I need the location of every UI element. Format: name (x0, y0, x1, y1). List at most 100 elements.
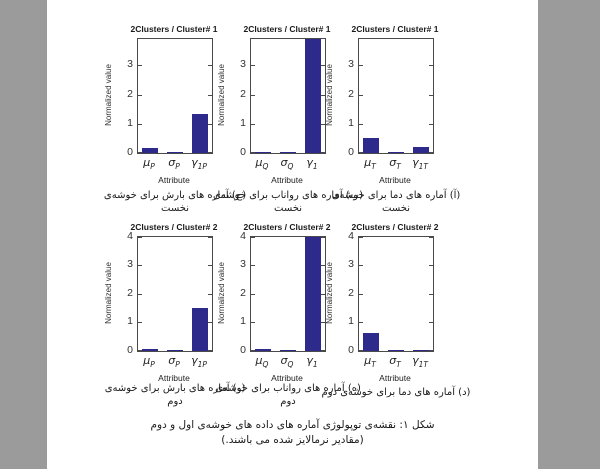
y-axis-label: Normalized value (217, 262, 226, 324)
axis-tick-mark (359, 65, 363, 66)
axis-tick-mark (359, 237, 363, 238)
x-axis-label: Attribute (158, 175, 190, 185)
bar-chart-cluster2-runoff: 2Clusters / Cluster# 2 Normalized value … (214, 222, 334, 386)
bar-μQ (255, 349, 271, 351)
axis-tick-mark (138, 294, 142, 295)
x-axis-label: Attribute (271, 373, 303, 383)
axis-tick-mark (321, 322, 325, 323)
axis-tick-mark (208, 124, 212, 125)
axis-tick-mark (321, 65, 325, 66)
x-tick-labels: μT σT γ1T (322, 156, 442, 173)
axis-tick-mark (138, 350, 142, 351)
y-axis-label: Normalized value (104, 64, 113, 126)
bar-γ1T (413, 147, 429, 153)
figure-caption-line1: شکل ۱: نقشه‌ی توپولوژی آماره های داده ها… (150, 419, 435, 431)
subcaption-e-runoff-cluster2: (ه) آماره های رواناب برای خوشه‌ی دوم (215, 383, 361, 407)
bar-μP (142, 349, 158, 351)
subcaption-f-precip-cluster2: (و) آماره های بارش برای خوشه‌ی دوم (104, 383, 246, 407)
x-tick-label: γ1T (412, 354, 428, 370)
x-axis-label: Attribute (271, 175, 303, 185)
x-tick-label: σQ (280, 354, 294, 370)
x-tick-label: σP (168, 156, 180, 172)
x-tick-label: μQ (255, 156, 269, 172)
axis-tick-mark (359, 294, 363, 295)
plot-area (137, 38, 213, 154)
axis-tick-mark (251, 294, 255, 295)
bar-chart-cluster1-runoff: 2Clusters / Cluster# 1 Normalized value … (214, 24, 334, 188)
chart-title: 2Clusters / Cluster# 1 (130, 24, 218, 34)
bar-σP (167, 350, 183, 351)
axis-tick-mark (251, 124, 255, 125)
axis-tick-mark (251, 65, 255, 66)
figure-caption: شکل ۱: نقشه‌ی توپولوژی آماره های داده ها… (47, 418, 538, 448)
x-tick-label: γ1P (191, 156, 207, 172)
bar-chart-cluster2-temperature: 2Clusters / Cluster# 2 Normalized value … (322, 222, 442, 386)
axis-tick-mark (359, 322, 363, 323)
x-tick-labels: μQ σQ γ1 (214, 354, 334, 371)
x-tick-label: μQ (255, 354, 269, 370)
axis-tick-mark (359, 95, 363, 96)
axis-tick-mark (321, 350, 325, 351)
subcaption-d-temp-cluster2: (د) آماره های دما برای خوشه‌ی دوم (321, 387, 471, 398)
subcaption-a-temp-cluster1: (آ) آماره های دما برای خوشه‌ی نخست (331, 190, 461, 214)
x-tick-label: γ1 (306, 354, 318, 370)
axis-tick-mark (251, 322, 255, 323)
axis-tick-mark (251, 152, 255, 153)
x-tick-label: μP (143, 354, 155, 370)
plot-area (358, 236, 434, 352)
x-tick-label: γ1T (412, 156, 428, 172)
y-axis-label: Normalized value (217, 64, 226, 126)
chart-title: 2Clusters / Cluster# 1 (351, 24, 439, 34)
bar-σT (388, 350, 404, 351)
axis-tick-mark (138, 124, 142, 125)
x-tick-label: μT (364, 354, 376, 370)
y-axis-label: Normalized value (325, 64, 334, 126)
axis-tick-mark (251, 265, 255, 266)
x-tick-label: γ1 (306, 156, 318, 172)
axis-tick-mark (429, 265, 433, 266)
axis-tick-mark (208, 95, 212, 96)
axis-tick-mark (208, 237, 212, 238)
axis-tick-mark (208, 294, 212, 295)
axis-tick-mark (251, 350, 255, 351)
axis-tick-mark (138, 65, 142, 66)
axis-tick-mark (359, 350, 363, 351)
axis-tick-mark (138, 322, 142, 323)
x-axis-label: Attribute (158, 373, 190, 383)
x-tick-label: σT (389, 156, 401, 172)
bar-γ1 (305, 39, 321, 153)
axis-tick-mark (321, 294, 325, 295)
axis-tick-mark (429, 322, 433, 323)
plot-area (137, 236, 213, 352)
axis-tick-mark (429, 152, 433, 153)
axis-tick-mark (359, 124, 363, 125)
paper-page: 2Clusters / Cluster# 1 Normalized value … (47, 0, 538, 469)
bar-σT (388, 152, 404, 153)
x-tick-label: σT (389, 354, 401, 370)
bar-γ1 (305, 237, 321, 351)
bar-μQ (255, 152, 271, 153)
axis-tick-mark (208, 152, 212, 153)
plot-area (358, 38, 434, 154)
y-axis-label: Normalized value (104, 262, 113, 324)
x-tick-label: γ1P (191, 354, 207, 370)
bar-σQ (280, 350, 296, 351)
chart-title: 2Clusters / Cluster# 2 (130, 222, 218, 232)
bar-μT (363, 333, 379, 351)
bar-μP (142, 148, 158, 153)
chart-title: 2Clusters / Cluster# 1 (243, 24, 331, 34)
axis-tick-mark (138, 95, 142, 96)
axis-tick-mark (321, 152, 325, 153)
x-tick-label: μT (364, 156, 376, 172)
axis-tick-mark (359, 152, 363, 153)
axis-tick-mark (429, 65, 433, 66)
axis-tick-mark (429, 95, 433, 96)
axis-tick-mark (208, 350, 212, 351)
bar-γ1T (413, 350, 429, 351)
chart-title: 2Clusters / Cluster# 2 (243, 222, 331, 232)
y-axis-label: Normalized value (325, 262, 334, 324)
axis-tick-mark (251, 95, 255, 96)
x-tick-labels: μQ σQ γ1 (214, 156, 334, 173)
bar-chart-cluster1-precipitation: 2Clusters / Cluster# 1 Normalized value … (101, 24, 221, 188)
